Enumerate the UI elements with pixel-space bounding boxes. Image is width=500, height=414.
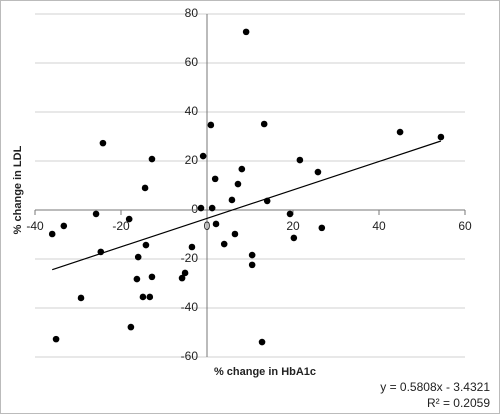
point bbox=[231, 230, 239, 238]
point bbox=[211, 175, 219, 183]
point bbox=[290, 234, 298, 242]
point bbox=[248, 261, 256, 269]
point bbox=[286, 210, 294, 218]
point bbox=[314, 168, 322, 176]
y-tick-label: 20 bbox=[185, 153, 199, 167]
point bbox=[48, 230, 56, 238]
point bbox=[97, 248, 105, 256]
point bbox=[238, 165, 246, 173]
y-axis-label: % change in LDL bbox=[12, 145, 24, 234]
point bbox=[127, 323, 135, 331]
point bbox=[141, 184, 149, 192]
point bbox=[199, 152, 207, 160]
point bbox=[396, 128, 404, 136]
point bbox=[77, 294, 85, 302]
point bbox=[181, 269, 189, 277]
x-tick-label: 60 bbox=[458, 219, 472, 233]
point bbox=[220, 240, 228, 248]
x-tick-label: -40 bbox=[26, 219, 44, 233]
point bbox=[134, 253, 142, 261]
point bbox=[125, 215, 133, 223]
point bbox=[260, 120, 268, 128]
point bbox=[296, 156, 304, 164]
trend-equation: y = 0.5808x - 3.4321 bbox=[380, 380, 490, 394]
x-tick-label: 40 bbox=[372, 219, 386, 233]
point bbox=[228, 196, 236, 204]
x-tick-label: 0 bbox=[204, 219, 211, 233]
point bbox=[133, 275, 141, 283]
point bbox=[60, 222, 68, 230]
y-tick-label: 0 bbox=[191, 202, 198, 216]
point bbox=[207, 121, 215, 129]
point bbox=[242, 28, 250, 36]
y-tick-label: 80 bbox=[185, 6, 199, 20]
y-tick-label: -40 bbox=[181, 300, 199, 314]
y-tick-label: 40 bbox=[185, 104, 199, 118]
x-axis-label: % change in HbA1c bbox=[214, 366, 316, 378]
point bbox=[148, 155, 156, 163]
point bbox=[142, 241, 150, 249]
point bbox=[92, 210, 100, 218]
point bbox=[52, 335, 60, 343]
point bbox=[188, 243, 196, 251]
y-tick-label: 60 bbox=[185, 55, 199, 69]
trendline bbox=[52, 140, 442, 271]
point bbox=[197, 204, 205, 212]
x-tick-label: 20 bbox=[286, 219, 300, 233]
point bbox=[148, 273, 156, 281]
point bbox=[139, 293, 147, 301]
point bbox=[437, 133, 445, 141]
point bbox=[318, 224, 326, 232]
point bbox=[234, 180, 242, 188]
point bbox=[146, 293, 154, 301]
point bbox=[258, 338, 266, 346]
r-squared: R² = 0.2059 bbox=[427, 396, 490, 410]
point bbox=[178, 274, 186, 282]
y-tick-label: -20 bbox=[181, 251, 199, 265]
x-tick-label: -20 bbox=[112, 219, 130, 233]
point bbox=[263, 197, 271, 205]
point bbox=[248, 251, 256, 259]
point bbox=[208, 204, 216, 212]
point bbox=[212, 220, 220, 228]
point bbox=[99, 139, 107, 147]
y-tick-label: -60 bbox=[181, 349, 199, 363]
